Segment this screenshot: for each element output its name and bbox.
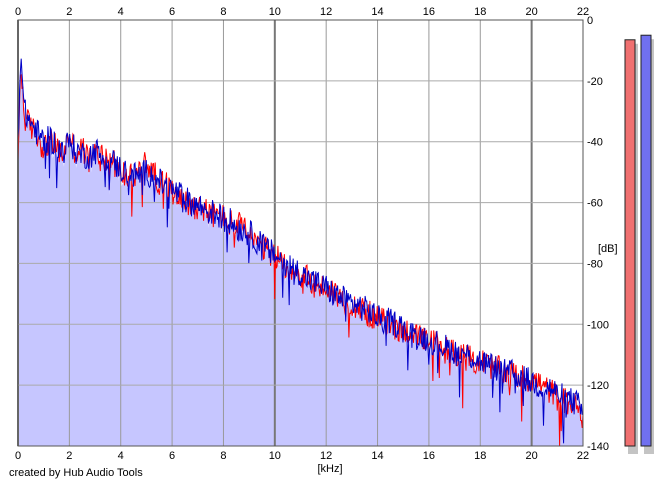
level-meter-1 [624,39,636,447]
y-tick--100: -100 [587,319,609,331]
x-tick-bottom-0: 0 [15,450,21,462]
x-tick-top-4: 4 [118,6,124,18]
level-meters [624,34,654,455]
level-meter-2 [640,34,652,447]
spectrum-line-2 [17,58,584,444]
x-axis-bottom-ticks: 0 2 4 6 8 10 12 14 16 18 20 22 [15,450,589,462]
y-tick-0: 0 [587,15,593,27]
x-tick-top-22: 22 [577,6,589,18]
x-tick-bottom-2: 2 [66,450,72,462]
y-tick--40: -40 [587,137,603,149]
x-tick-top-10: 10 [269,6,281,18]
x-axis-label: [kHz] [317,463,342,475]
y-tick--80: -80 [587,258,603,270]
x-tick-bottom-4: 4 [118,450,124,462]
x-axis-top-ticks: 0 2 4 6 8 10 12 14 16 18 20 22 [15,6,589,18]
x-tick-bottom-16: 16 [423,450,435,462]
x-tick-bottom-14: 14 [371,450,383,462]
x-tick-bottom-6: 6 [169,450,175,462]
x-tick-bottom-10: 10 [269,450,281,462]
x-tick-bottom-8: 8 [220,450,226,462]
x-tick-top-14: 14 [371,6,383,18]
spectrum-area-fill [18,64,583,446]
y-axis-ticks: 0 -20 -40 -60 -80 -100 -120 -140 [587,15,609,453]
x-tick-top-12: 12 [320,6,332,18]
y-tick--60: -60 [587,198,603,210]
x-tick-bottom-18: 18 [474,450,486,462]
x-tick-top-20: 20 [526,6,538,18]
x-tick-top-6: 6 [169,6,175,18]
x-tick-top-16: 16 [423,6,435,18]
credit-text: created by Hub Audio Tools [9,467,143,479]
x-tick-bottom-20: 20 [526,450,538,462]
y-axis-label: [dB] [598,243,618,255]
y-tick--120: -120 [587,380,609,392]
y-tick--140: -140 [587,441,609,453]
plot-border [17,19,584,447]
spectrum-series [17,58,584,447]
x-tick-top-2: 2 [66,6,72,18]
x-tick-top-0: 0 [15,6,21,18]
x-tick-bottom-22: 22 [577,450,589,462]
x-tick-bottom-12: 12 [320,450,332,462]
y-tick--20: -20 [587,76,603,88]
x-tick-top-8: 8 [220,6,226,18]
x-tick-top-18: 18 [474,6,486,18]
